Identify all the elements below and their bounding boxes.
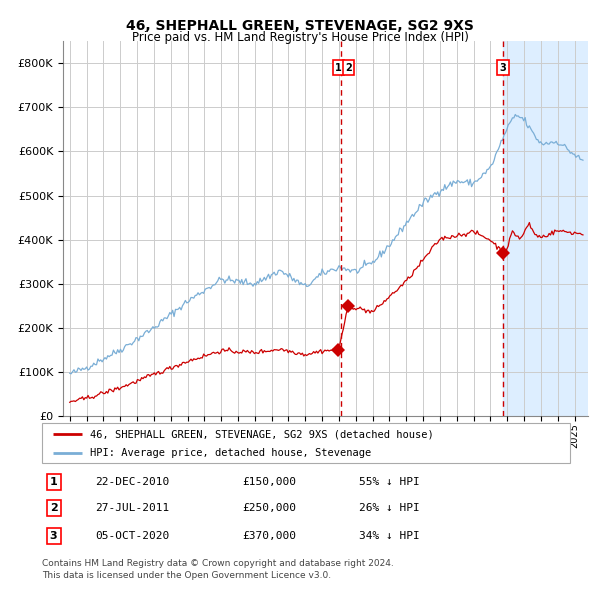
Text: This data is licensed under the Open Government Licence v3.0.: This data is licensed under the Open Gov… [42, 571, 331, 579]
Text: £370,000: £370,000 [242, 531, 296, 541]
Text: 46, SHEPHALL GREEN, STEVENAGE, SG2 9XS (detached house): 46, SHEPHALL GREEN, STEVENAGE, SG2 9XS (… [89, 430, 433, 440]
Text: 3: 3 [500, 63, 506, 73]
Text: 46, SHEPHALL GREEN, STEVENAGE, SG2 9XS: 46, SHEPHALL GREEN, STEVENAGE, SG2 9XS [126, 19, 474, 34]
Text: £250,000: £250,000 [242, 503, 296, 513]
Text: HPI: Average price, detached house, Stevenage: HPI: Average price, detached house, Stev… [89, 448, 371, 458]
Bar [503, 41, 600, 416]
Text: 2: 2 [50, 503, 58, 513]
Text: 1: 1 [335, 63, 342, 73]
Text: 05-OCT-2020: 05-OCT-2020 [95, 531, 169, 541]
Text: 22-DEC-2010: 22-DEC-2010 [95, 477, 169, 487]
Text: 34% ↓ HPI: 34% ↓ HPI [359, 531, 419, 541]
Text: 27-JUL-2011: 27-JUL-2011 [95, 503, 169, 513]
Text: Contains HM Land Registry data © Crown copyright and database right 2024.: Contains HM Land Registry data © Crown c… [42, 559, 394, 568]
Text: Price paid vs. HM Land Registry's House Price Index (HPI): Price paid vs. HM Land Registry's House … [131, 31, 469, 44]
Text: 2: 2 [345, 63, 352, 73]
Text: 3: 3 [50, 531, 58, 541]
Text: 1: 1 [50, 477, 58, 487]
Text: 55% ↓ HPI: 55% ↓ HPI [359, 477, 419, 487]
FancyBboxPatch shape [42, 423, 570, 463]
Text: 26% ↓ HPI: 26% ↓ HPI [359, 503, 419, 513]
Text: £150,000: £150,000 [242, 477, 296, 487]
